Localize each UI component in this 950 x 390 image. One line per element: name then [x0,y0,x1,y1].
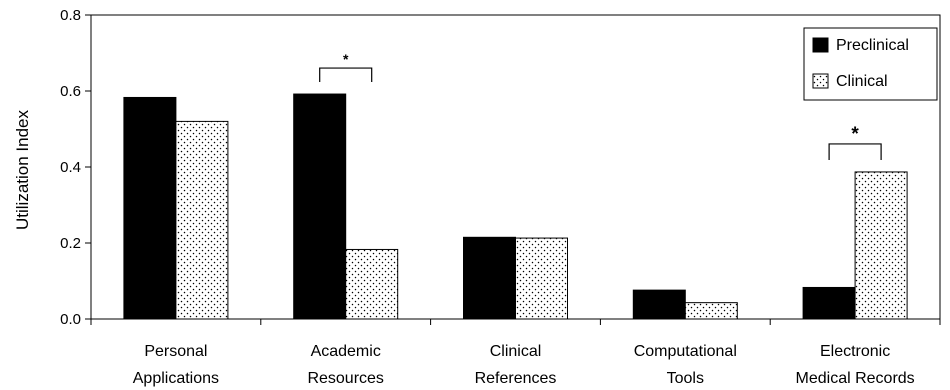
bar-preclinical [293,93,347,320]
legend-label: Preclinical [836,37,909,54]
bar-clinical [175,120,229,320]
x-category-label: Academic [311,343,381,360]
x-category-label: References [475,370,557,387]
y-tick-label: 0.6 [60,83,81,100]
x-category-label: Resources [307,370,383,387]
x-category-label: Applications [133,370,219,387]
y-axis: 0.0 0.2 0.4 0.6 0.8 [60,7,91,328]
bar-clinical [854,171,908,320]
bar-preclinical [802,286,856,320]
x-category-label: Electronic [820,343,890,360]
bar-preclinical [123,96,177,320]
significance-bracket [828,143,882,160]
y-axis-label: Utilization Index [13,110,32,231]
bar-clinical [515,237,568,320]
bar-clinical [345,248,399,320]
x-category-label: Personal [144,343,207,360]
bar-clinical [684,302,738,320]
significance-star: * [851,124,859,145]
bars [123,93,908,320]
legend: Preclinical Clinical [803,27,938,101]
significance-markers: ** [319,51,882,160]
x-category-label: Tools [667,370,704,387]
bar-preclinical [463,236,516,320]
y-tick-label: 0.4 [60,159,81,176]
y-tick-label: 0.2 [60,235,81,252]
x-category-label: Computational [634,343,737,360]
x-axis: Personal Applications Academic Resources Cli… [90,319,941,387]
significance-star: * [343,51,349,67]
y-tick-label: 0.8 [60,7,81,24]
x-category-label: Clinical [490,343,542,360]
bar-preclinical [632,289,686,320]
legend-label: Clinical [836,73,888,90]
legend-swatch-clinical [812,73,829,89]
legend-swatch-preclinical [812,37,829,53]
significance-bracket [319,67,373,83]
y-tick-label: 0.0 [60,311,81,328]
x-category-label: Medical Records [796,370,915,387]
